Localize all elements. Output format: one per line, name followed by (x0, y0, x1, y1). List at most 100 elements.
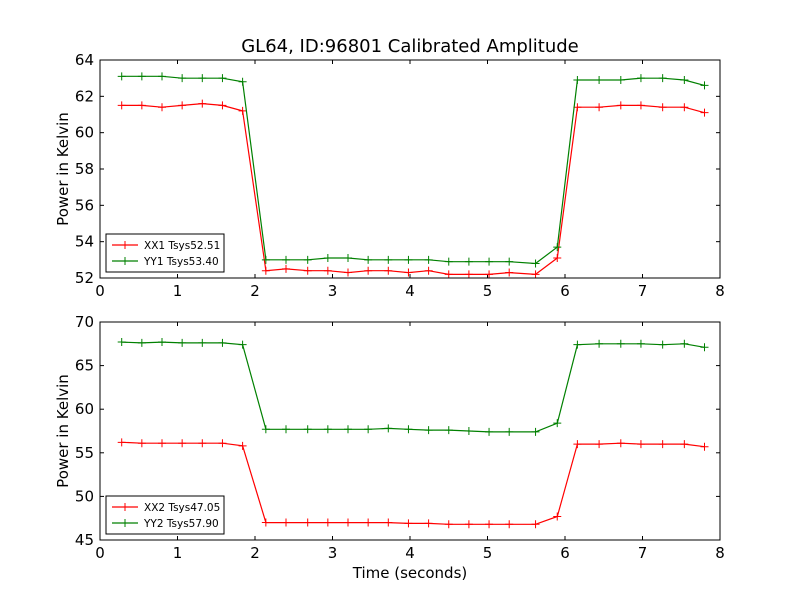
data-point (616, 75, 625, 84)
y-tick-label: 54 (75, 233, 94, 251)
x-tick-label: 6 (560, 544, 570, 562)
data-point (323, 254, 332, 263)
data-point (238, 106, 247, 115)
data-point (700, 442, 709, 451)
data-point (595, 103, 604, 112)
data-point (218, 338, 227, 347)
data-point (595, 339, 604, 348)
x-tick-label: 3 (328, 544, 338, 562)
data-point (595, 75, 604, 84)
data-point (531, 270, 540, 279)
data-point (282, 264, 290, 273)
data-point (238, 77, 247, 86)
data-point (178, 101, 187, 110)
data-point (364, 266, 373, 275)
legend-box (105, 495, 225, 535)
data-point (178, 338, 187, 347)
data-point (137, 72, 146, 81)
chart-title: GL64, ID:96801 Calibrated Amplitude (241, 36, 579, 57)
x-tick-label: 8 (715, 544, 725, 562)
data-point (303, 425, 312, 434)
data-point (424, 266, 433, 275)
data-point (261, 518, 270, 527)
data-point (636, 101, 645, 110)
data-point (282, 425, 290, 434)
x-tick-label: 6 (560, 282, 570, 300)
data-point (344, 254, 352, 263)
data-point (553, 512, 562, 521)
data-point (444, 270, 453, 279)
data-point (218, 74, 227, 83)
data-point (680, 440, 689, 449)
data-point (464, 427, 473, 435)
legend: XX1 Tsys52.51 YY1 Tsys53.40 (105, 233, 225, 273)
x-tick-label: 2 (250, 282, 260, 300)
data-point (680, 339, 689, 348)
data-point (444, 426, 453, 435)
data-point (344, 425, 352, 434)
data-point (616, 439, 625, 448)
data-point (198, 338, 207, 347)
data-point (424, 519, 433, 528)
x-tick-label: 2 (250, 544, 260, 562)
data-point (364, 425, 373, 434)
data-point (424, 426, 433, 435)
data-point (178, 439, 187, 448)
data-point (464, 520, 473, 529)
data-point (700, 343, 709, 352)
data-point (117, 438, 126, 447)
data-point (218, 439, 227, 448)
data-point (505, 257, 514, 266)
data-point (404, 255, 413, 264)
data-point (117, 101, 126, 110)
data-point (636, 339, 645, 348)
data-point (616, 339, 625, 348)
legend-marker (121, 519, 129, 527)
data-point (364, 255, 373, 264)
data-point (282, 518, 290, 527)
x-tick-label: 4 (405, 544, 415, 562)
legend-marker (121, 503, 129, 511)
data-point (137, 338, 146, 347)
y-axis-label: Power in Kelvin (54, 112, 72, 226)
y-tick-label: 65 (75, 357, 94, 375)
data-point (485, 520, 494, 529)
data-point (384, 266, 393, 275)
legend-entry: XX2 Tsys47.05 (144, 502, 220, 514)
data-point (137, 101, 146, 110)
data-point (404, 425, 413, 434)
x-tick-label: 5 (483, 282, 493, 300)
x-tick-label: 1 (173, 544, 183, 562)
data-point (444, 257, 453, 266)
data-point (158, 103, 166, 112)
legend: XX2 Tsys47.05 YY2 Tsys57.90 (105, 495, 225, 535)
y-tick-label: 62 (75, 87, 94, 105)
legend-box (105, 233, 225, 273)
data-point (658, 74, 667, 83)
data-point (658, 103, 667, 112)
y-tick-label: 56 (75, 196, 94, 214)
data-point (137, 439, 146, 448)
x-tick-label: 0 (95, 544, 105, 562)
data-point (573, 440, 582, 449)
data-point (485, 270, 494, 279)
y-tick-label: 58 (75, 160, 94, 178)
x-axis-label: Time (seconds) (352, 564, 468, 582)
data-point (384, 255, 393, 264)
data-point (261, 255, 270, 264)
data-point (117, 72, 126, 81)
y-axis-label: Power in Kelvin (54, 374, 72, 488)
data-point (323, 266, 332, 275)
x-tick-label: 8 (715, 282, 725, 300)
x-tick-label: 0 (95, 282, 105, 300)
data-point (344, 268, 352, 277)
y-tick-label: 64 (75, 51, 94, 69)
x-tick-label: 5 (483, 544, 493, 562)
data-point (238, 340, 247, 349)
data-point (573, 75, 582, 84)
data-point (323, 518, 332, 527)
data-point (616, 101, 625, 110)
data-point (261, 425, 270, 434)
y-tick-label: 60 (75, 400, 94, 418)
